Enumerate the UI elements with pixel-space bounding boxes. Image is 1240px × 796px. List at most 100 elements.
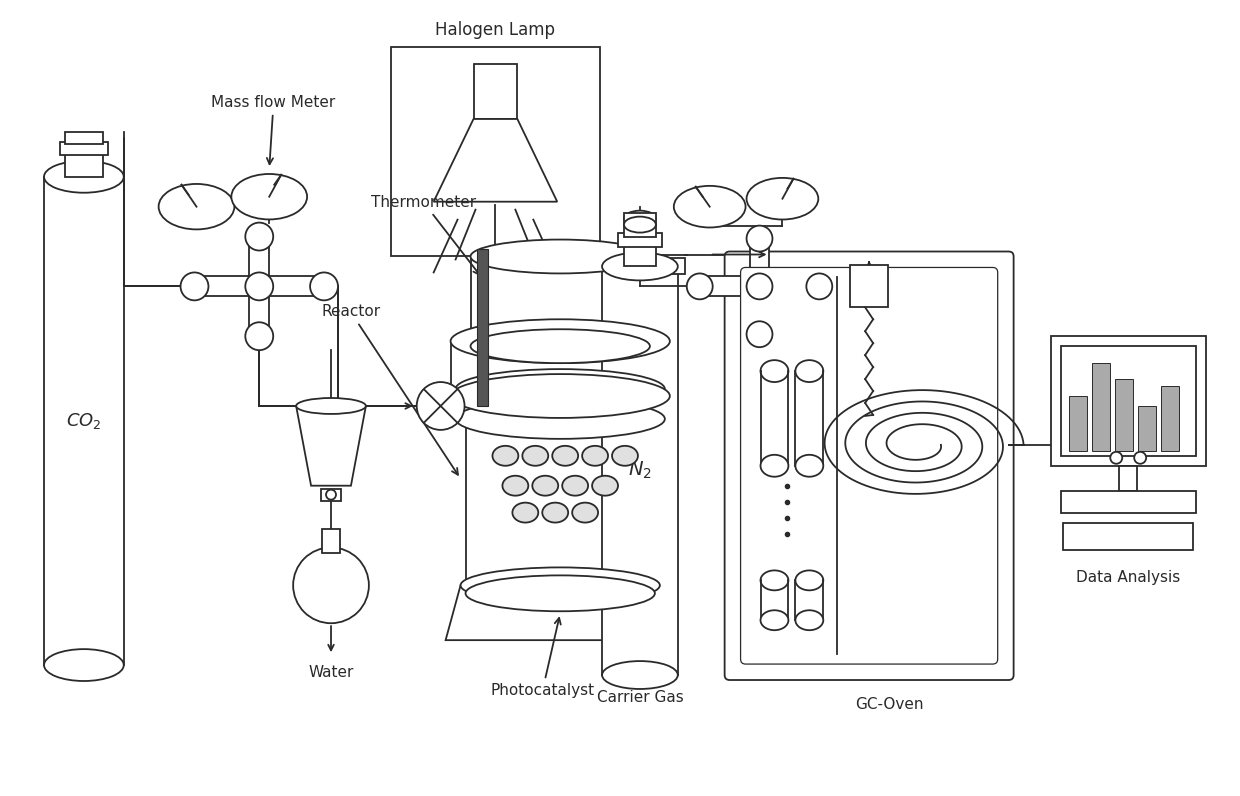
Text: Reactor: Reactor [321,304,458,474]
Ellipse shape [455,399,665,439]
Bar [650,259,684,275]
Circle shape [246,272,273,300]
Ellipse shape [455,369,665,409]
Bar [1115,379,1133,451]
Bar [450,341,670,396]
Circle shape [417,382,465,430]
Text: Carrier Gas: Carrier Gas [596,690,683,705]
Bar [618,232,662,247]
Bar [64,152,103,177]
Ellipse shape [502,476,528,496]
Ellipse shape [746,178,818,220]
Ellipse shape [460,568,660,603]
Ellipse shape [450,319,670,363]
Ellipse shape [465,576,655,611]
Ellipse shape [760,571,789,591]
Ellipse shape [624,211,656,227]
Bar [1138,406,1156,451]
Bar [1161,386,1179,451]
Circle shape [246,223,273,251]
Bar [851,265,888,307]
Circle shape [746,322,773,347]
Text: $CO_2$: $CO_2$ [66,411,102,431]
Ellipse shape [522,446,548,466]
Bar [624,224,656,236]
Ellipse shape [795,455,823,477]
Bar [749,239,770,334]
Polygon shape [434,119,557,201]
FancyBboxPatch shape [740,267,998,664]
Bar [476,248,489,406]
Ellipse shape [542,502,568,522]
Ellipse shape [43,161,124,193]
Circle shape [1110,452,1122,464]
Circle shape [806,274,832,299]
Ellipse shape [492,446,518,466]
Bar [1092,363,1110,451]
Circle shape [326,490,336,500]
Bar [391,47,600,256]
Text: Mass flow Meter: Mass flow Meter [212,95,336,164]
Ellipse shape [562,476,588,496]
Bar [195,276,324,296]
Text: Thermometer: Thermometer [371,195,480,275]
Ellipse shape [795,360,823,382]
Bar [1120,466,1137,490]
Circle shape [687,274,713,299]
Ellipse shape [603,252,678,280]
Bar [1061,346,1197,456]
Bar [249,236,269,336]
Text: Injector Pirt: Injector Pirt [897,271,985,286]
Bar [1061,490,1197,513]
Ellipse shape [532,476,558,496]
Bar [64,132,103,144]
Ellipse shape [159,184,234,229]
Bar [465,419,655,593]
Circle shape [310,272,339,300]
Ellipse shape [603,661,678,689]
Circle shape [746,274,773,299]
Ellipse shape [795,611,823,630]
Ellipse shape [760,455,789,477]
Text: Halogen Lamp: Halogen Lamp [435,21,556,39]
Ellipse shape [591,476,618,496]
Bar [624,241,656,267]
Ellipse shape [232,174,308,220]
Bar [321,489,341,501]
Text: Data Analysis: Data Analysis [1076,571,1180,585]
Ellipse shape [760,611,789,630]
Ellipse shape [470,240,650,274]
Ellipse shape [624,217,656,232]
Bar [60,142,108,155]
Bar [1052,336,1207,466]
Ellipse shape [470,330,650,363]
FancyBboxPatch shape [724,252,1013,680]
Polygon shape [296,406,366,486]
Ellipse shape [582,446,608,466]
Text: Photocatalyst: Photocatalyst [491,618,594,698]
Bar [624,213,656,224]
Bar [1064,522,1193,551]
Circle shape [1135,452,1146,464]
Bar [1069,396,1087,451]
Circle shape [746,225,773,252]
Ellipse shape [572,502,598,522]
Bar [474,64,517,119]
Polygon shape [445,585,675,640]
Bar [43,177,124,665]
Ellipse shape [552,446,578,466]
Ellipse shape [795,571,823,591]
Bar [455,389,665,419]
Ellipse shape [450,374,670,418]
Bar [699,276,820,296]
Text: Water: Water [309,665,353,680]
Circle shape [181,272,208,300]
Ellipse shape [613,446,637,466]
Ellipse shape [673,185,745,228]
Text: $N_2$: $N_2$ [627,460,652,482]
Text: GC-Oven: GC-Oven [854,697,924,712]
Bar [470,256,650,346]
Ellipse shape [512,502,538,522]
Ellipse shape [465,401,655,437]
Ellipse shape [43,649,124,681]
